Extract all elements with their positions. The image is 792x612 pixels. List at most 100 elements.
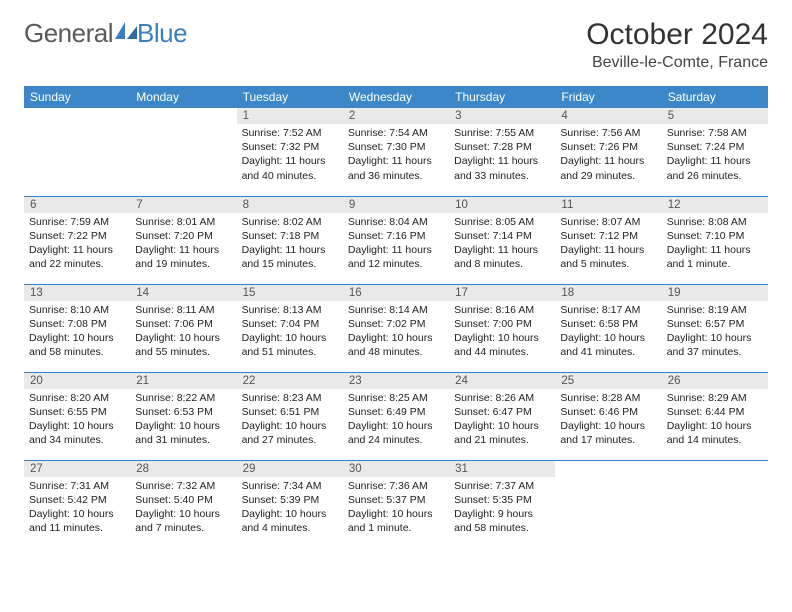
sunset-line: Sunset: 7:10 PM <box>667 229 763 243</box>
sunset-line: Sunset: 7:16 PM <box>348 229 444 243</box>
calendar-day-cell: 2Sunrise: 7:54 AMSunset: 7:30 PMDaylight… <box>343 108 449 196</box>
logo: General Blue <box>24 18 187 49</box>
day-number: 11 <box>555 197 661 213</box>
sunrise-line: Sunrise: 8:08 AM <box>667 215 763 229</box>
day-details: Sunrise: 7:58 AMSunset: 7:24 PMDaylight:… <box>662 124 768 187</box>
sunset-line: Sunset: 6:53 PM <box>135 405 231 419</box>
sunrise-line: Sunrise: 8:14 AM <box>348 303 444 317</box>
sunset-line: Sunset: 5:35 PM <box>454 493 550 507</box>
daylight-line: Daylight: 11 hours and 19 minutes. <box>135 243 231 271</box>
sunset-line: Sunset: 6:47 PM <box>454 405 550 419</box>
daylight-line: Daylight: 10 hours and 24 minutes. <box>348 419 444 447</box>
calendar-day-cell: 23Sunrise: 8:25 AMSunset: 6:49 PMDayligh… <box>343 372 449 460</box>
day-details: Sunrise: 7:55 AMSunset: 7:28 PMDaylight:… <box>449 124 555 187</box>
calendar-day-cell: 6 Sunrise: 7:59 AMSunset: 7:22 PMDaylight… <box>24 196 130 284</box>
day-details: Sunrise: 8:26 AMSunset: 6:47 PMDaylight:… <box>449 389 555 452</box>
day-details: Sunrise: 8:14 AMSunset: 7:02 PMDaylight:… <box>343 301 449 364</box>
daylight-line: Daylight: 11 hours and 26 minutes. <box>667 154 763 182</box>
day-number: 10 <box>449 197 555 213</box>
day-number: 30 <box>343 461 449 477</box>
day-number: 4 <box>555 108 661 124</box>
calendar-day-cell: 27Sunrise: 7:31 AMSunset: 5:42 PMDayligh… <box>24 460 130 548</box>
calendar-day-cell: 21Sunrise: 8:22 AMSunset: 6:53 PMDayligh… <box>130 372 236 460</box>
sunset-line: Sunset: 7:04 PM <box>242 317 338 331</box>
day-details: Sunrise: 8:28 AMSunset: 6:46 PMDaylight:… <box>555 389 661 452</box>
day-number: 9 <box>343 197 449 213</box>
day-details: Sunrise: 8:13 AMSunset: 7:04 PMDaylight:… <box>237 301 343 364</box>
daylight-line: Daylight: 10 hours and 27 minutes. <box>242 419 338 447</box>
sunrise-line: Sunrise: 7:52 AM <box>242 126 338 140</box>
sunrise-line: Sunrise: 8:13 AM <box>242 303 338 317</box>
sunrise-line: Sunrise: 8:19 AM <box>667 303 763 317</box>
day-details: Sunrise: 7:31 AMSunset: 5:42 PMDaylight:… <box>24 477 130 540</box>
daylight-line: Daylight: 11 hours and 36 minutes. <box>348 154 444 182</box>
day-number: 26 <box>662 373 768 389</box>
day-details: Sunrise: 8:02 AMSunset: 7:18 PMDaylight:… <box>237 213 343 276</box>
sunset-line: Sunset: 6:51 PM <box>242 405 338 419</box>
daylight-line: Daylight: 11 hours and 15 minutes. <box>242 243 338 271</box>
sunset-line: Sunset: 7:22 PM <box>29 229 125 243</box>
daylight-line: Daylight: 10 hours and 44 minutes. <box>454 331 550 359</box>
day-details: Sunrise: 8:29 AMSunset: 6:44 PMDaylight:… <box>662 389 768 452</box>
day-number: 29 <box>237 461 343 477</box>
sunrise-line: Sunrise: 8:05 AM <box>454 215 550 229</box>
daylight-line: Daylight: 10 hours and 37 minutes. <box>667 331 763 359</box>
sunset-line: Sunset: 5:42 PM <box>29 493 125 507</box>
sunrise-line: Sunrise: 8:20 AM <box>29 391 125 405</box>
sunset-line: Sunset: 6:46 PM <box>560 405 656 419</box>
calendar-day-cell: 20Sunrise: 8:20 AMSunset: 6:55 PMDayligh… <box>24 372 130 460</box>
day-number: 14 <box>130 285 236 301</box>
sunset-line: Sunset: 7:30 PM <box>348 140 444 154</box>
weekday-header: Saturday <box>662 86 768 108</box>
month-title: October 2024 <box>586 18 768 52</box>
sunrise-line: Sunrise: 8:01 AM <box>135 215 231 229</box>
sunset-line: Sunset: 6:58 PM <box>560 317 656 331</box>
calendar-day-cell: 8Sunrise: 8:02 AMSunset: 7:18 PMDaylight… <box>237 196 343 284</box>
sunset-line: Sunset: 7:06 PM <box>135 317 231 331</box>
sunrise-line: Sunrise: 7:37 AM <box>454 479 550 493</box>
daylight-line: Daylight: 10 hours and 21 minutes. <box>454 419 550 447</box>
daylight-line: Daylight: 11 hours and 33 minutes. <box>454 154 550 182</box>
sunset-line: Sunset: 7:26 PM <box>560 140 656 154</box>
day-details: Sunrise: 8:19 AMSunset: 6:57 PMDaylight:… <box>662 301 768 364</box>
daylight-line: Daylight: 11 hours and 22 minutes. <box>29 243 125 271</box>
day-number: 27 <box>24 461 130 477</box>
calendar-day-cell: 29Sunrise: 7:34 AMSunset: 5:39 PMDayligh… <box>237 460 343 548</box>
calendar-table: SundayMondayTuesdayWednesdayThursdayFrid… <box>24 86 768 548</box>
sunrise-line: Sunrise: 7:55 AM <box>454 126 550 140</box>
sunset-line: Sunset: 6:44 PM <box>667 405 763 419</box>
calendar-day-cell: 7Sunrise: 8:01 AMSunset: 7:20 PMDaylight… <box>130 196 236 284</box>
daylight-line: Daylight: 10 hours and 14 minutes. <box>667 419 763 447</box>
sunset-line: Sunset: 5:39 PM <box>242 493 338 507</box>
calendar-day-cell: 18Sunrise: 8:17 AMSunset: 6:58 PMDayligh… <box>555 284 661 372</box>
daylight-line: Daylight: 11 hours and 29 minutes. <box>560 154 656 182</box>
sunrise-line: Sunrise: 8:26 AM <box>454 391 550 405</box>
weekday-header: Sunday <box>24 86 130 108</box>
day-details: Sunrise: 8:22 AMSunset: 6:53 PMDaylight:… <box>130 389 236 452</box>
day-details: Sunrise: 8:04 AMSunset: 7:16 PMDaylight:… <box>343 213 449 276</box>
day-details: Sunrise: 8:16 AMSunset: 7:00 PMDaylight:… <box>449 301 555 364</box>
weekday-header-row: SundayMondayTuesdayWednesdayThursdayFrid… <box>24 86 768 108</box>
day-details: Sunrise: 8:07 AMSunset: 7:12 PMDaylight:… <box>555 213 661 276</box>
day-number: 25 <box>555 373 661 389</box>
daylight-line: Daylight: 10 hours and 55 minutes. <box>135 331 231 359</box>
calendar-day-cell: 28Sunrise: 7:32 AMSunset: 5:40 PMDayligh… <box>130 460 236 548</box>
calendar-day-cell: 12Sunrise: 8:08 AMSunset: 7:10 PMDayligh… <box>662 196 768 284</box>
sunrise-line: Sunrise: 7:59 AM <box>29 215 125 229</box>
daylight-line: Daylight: 10 hours and 51 minutes. <box>242 331 338 359</box>
sunrise-line: Sunrise: 8:16 AM <box>454 303 550 317</box>
sunset-line: Sunset: 7:00 PM <box>454 317 550 331</box>
day-number: 6 <box>24 197 130 213</box>
day-details: Sunrise: 8:17 AMSunset: 6:58 PMDaylight:… <box>555 301 661 364</box>
day-details: Sunrise: 8:25 AMSunset: 6:49 PMDaylight:… <box>343 389 449 452</box>
day-number: 2 <box>343 108 449 124</box>
day-number: 20 <box>24 373 130 389</box>
location: Beville-le-Comte, France <box>586 54 768 72</box>
sunrise-line: Sunrise: 8:07 AM <box>560 215 656 229</box>
sunset-line: Sunset: 7:24 PM <box>667 140 763 154</box>
day-details: Sunrise: 8:05 AMSunset: 7:14 PMDaylight:… <box>449 213 555 276</box>
sunrise-line: Sunrise: 8:10 AM <box>29 303 125 317</box>
calendar-week-row: 13Sunrise: 8:10 AMSunset: 7:08 PMDayligh… <box>24 284 768 372</box>
sunrise-line: Sunrise: 7:58 AM <box>667 126 763 140</box>
day-details: Sunrise: 7:32 AMSunset: 5:40 PMDaylight:… <box>130 477 236 540</box>
